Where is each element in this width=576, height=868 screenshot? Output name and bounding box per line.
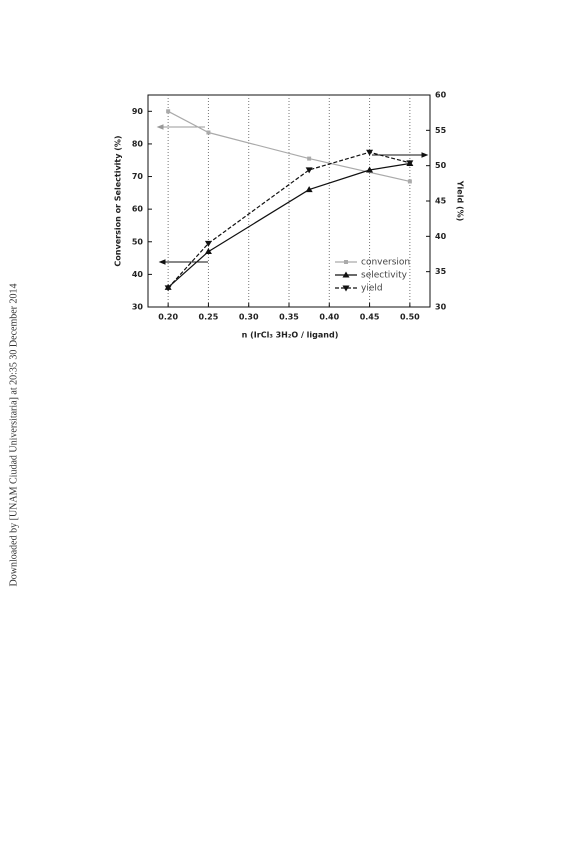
data-point — [366, 149, 374, 156]
series-line — [167, 110, 410, 183]
y2-tick-label: 60 — [435, 91, 447, 100]
x-tick-label: 0.45 — [360, 313, 380, 322]
legend-label: conversion — [361, 258, 410, 268]
x-axis-title: n (IrCl₃ 3H₂O / ligand) — [242, 331, 339, 340]
data-point — [164, 285, 172, 292]
x-tick-label: 0.25 — [199, 313, 219, 322]
data-point — [406, 160, 414, 167]
y-tick-label: 80 — [132, 139, 144, 148]
y-tick-label: 60 — [132, 205, 144, 214]
arrow-head — [421, 152, 429, 158]
legend-marker — [342, 271, 350, 278]
y2-tick-label: 40 — [435, 232, 447, 241]
arrow-head — [156, 124, 164, 130]
y-tick-label: 70 — [132, 172, 144, 181]
data-point — [206, 130, 211, 135]
y-tick-label: 30 — [132, 303, 144, 312]
data-point — [204, 240, 212, 247]
download-note: Downloaded by [UNAM Ciudad Universitaria… — [8, 284, 19, 587]
data-point — [307, 156, 312, 161]
data-point — [407, 179, 412, 184]
data-point — [305, 186, 313, 193]
y2-tick-label: 55 — [435, 126, 447, 135]
legend-marker — [344, 260, 348, 264]
data-point — [366, 166, 374, 173]
arrow-head — [158, 259, 166, 265]
y2-tick-label: 35 — [435, 267, 447, 276]
x-tick-label: 0.30 — [239, 313, 259, 322]
data-point — [305, 167, 313, 174]
series-line — [167, 151, 411, 289]
legend-label: selectivity — [361, 271, 408, 281]
data-point — [166, 109, 171, 114]
y2-tick-label: 30 — [435, 303, 447, 312]
x-tick-label: 0.20 — [158, 313, 178, 322]
arrows — [158, 152, 429, 265]
data-point — [204, 248, 212, 255]
x-tick-label: 0.35 — [279, 313, 299, 322]
y-tick-label: 50 — [132, 237, 144, 246]
y2-axis-title: Yield (%) — [456, 180, 465, 222]
x-tick-label: 0.50 — [400, 313, 420, 322]
x-tick-label: 0.40 — [319, 313, 339, 322]
legend-marker — [342, 285, 350, 292]
legend-label: yield — [361, 284, 383, 294]
y2-tick-label: 50 — [435, 161, 447, 170]
y2-tick-label: 45 — [435, 197, 447, 206]
y-axis-title: Conversion or Selectivity (%) — [114, 135, 123, 266]
y-tick-label: 90 — [132, 107, 144, 116]
y-tick-label: 40 — [132, 270, 144, 279]
